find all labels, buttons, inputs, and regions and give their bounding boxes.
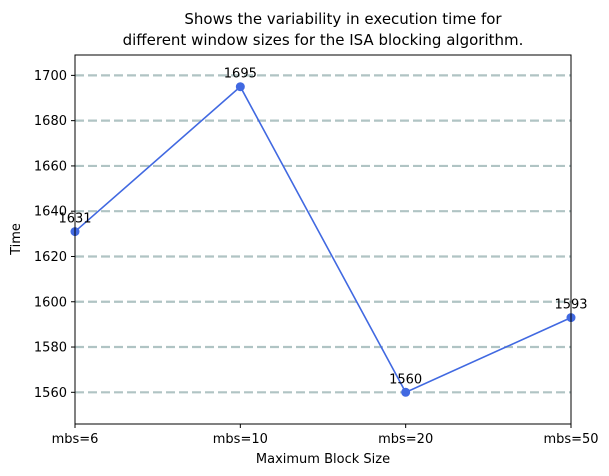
chart-title-line-2: different window sizes for the ISA block… <box>123 31 524 49</box>
x-axis-label: Maximum Block Size <box>256 452 390 467</box>
data-label: 1560 <box>389 372 422 387</box>
x-tick-label: mbs=10 <box>213 432 268 447</box>
data-label: 1631 <box>58 212 91 227</box>
y-tick-label: 1580 <box>34 341 67 356</box>
x-tick-label: mbs=50 <box>543 432 598 447</box>
axes <box>74 54 572 425</box>
y-tick-label: 1640 <box>34 205 67 220</box>
gridlines <box>75 74 571 394</box>
y-axis-label: Time <box>9 223 24 256</box>
data-point <box>401 387 411 397</box>
y-tick-label: 1620 <box>34 250 67 265</box>
y-tick-label: 1560 <box>34 386 67 401</box>
y-tick-label: 1700 <box>34 69 67 84</box>
x-tick-label: mbs=20 <box>378 432 433 447</box>
chart-title-line-1: Shows the variability in execution time … <box>184 10 502 28</box>
y-tick-label: 1600 <box>34 295 67 310</box>
y-tick-label: 1680 <box>34 114 67 129</box>
y-tick-label: 1660 <box>34 159 67 174</box>
data-label: 1593 <box>554 298 587 313</box>
plot-frame <box>74 54 572 425</box>
series-layer <box>70 82 576 397</box>
ticks: 1560 1580 1600 1620 1640 1660 1680 1700 mbs=6 mbs… <box>34 69 599 447</box>
data-label: 1695 <box>224 67 257 82</box>
data-point <box>235 82 245 92</box>
data-labels: 1631 1695 1560 1593 <box>58 67 587 388</box>
x-tick-label: mbs=6 <box>52 432 99 447</box>
series-line <box>74 85 572 394</box>
